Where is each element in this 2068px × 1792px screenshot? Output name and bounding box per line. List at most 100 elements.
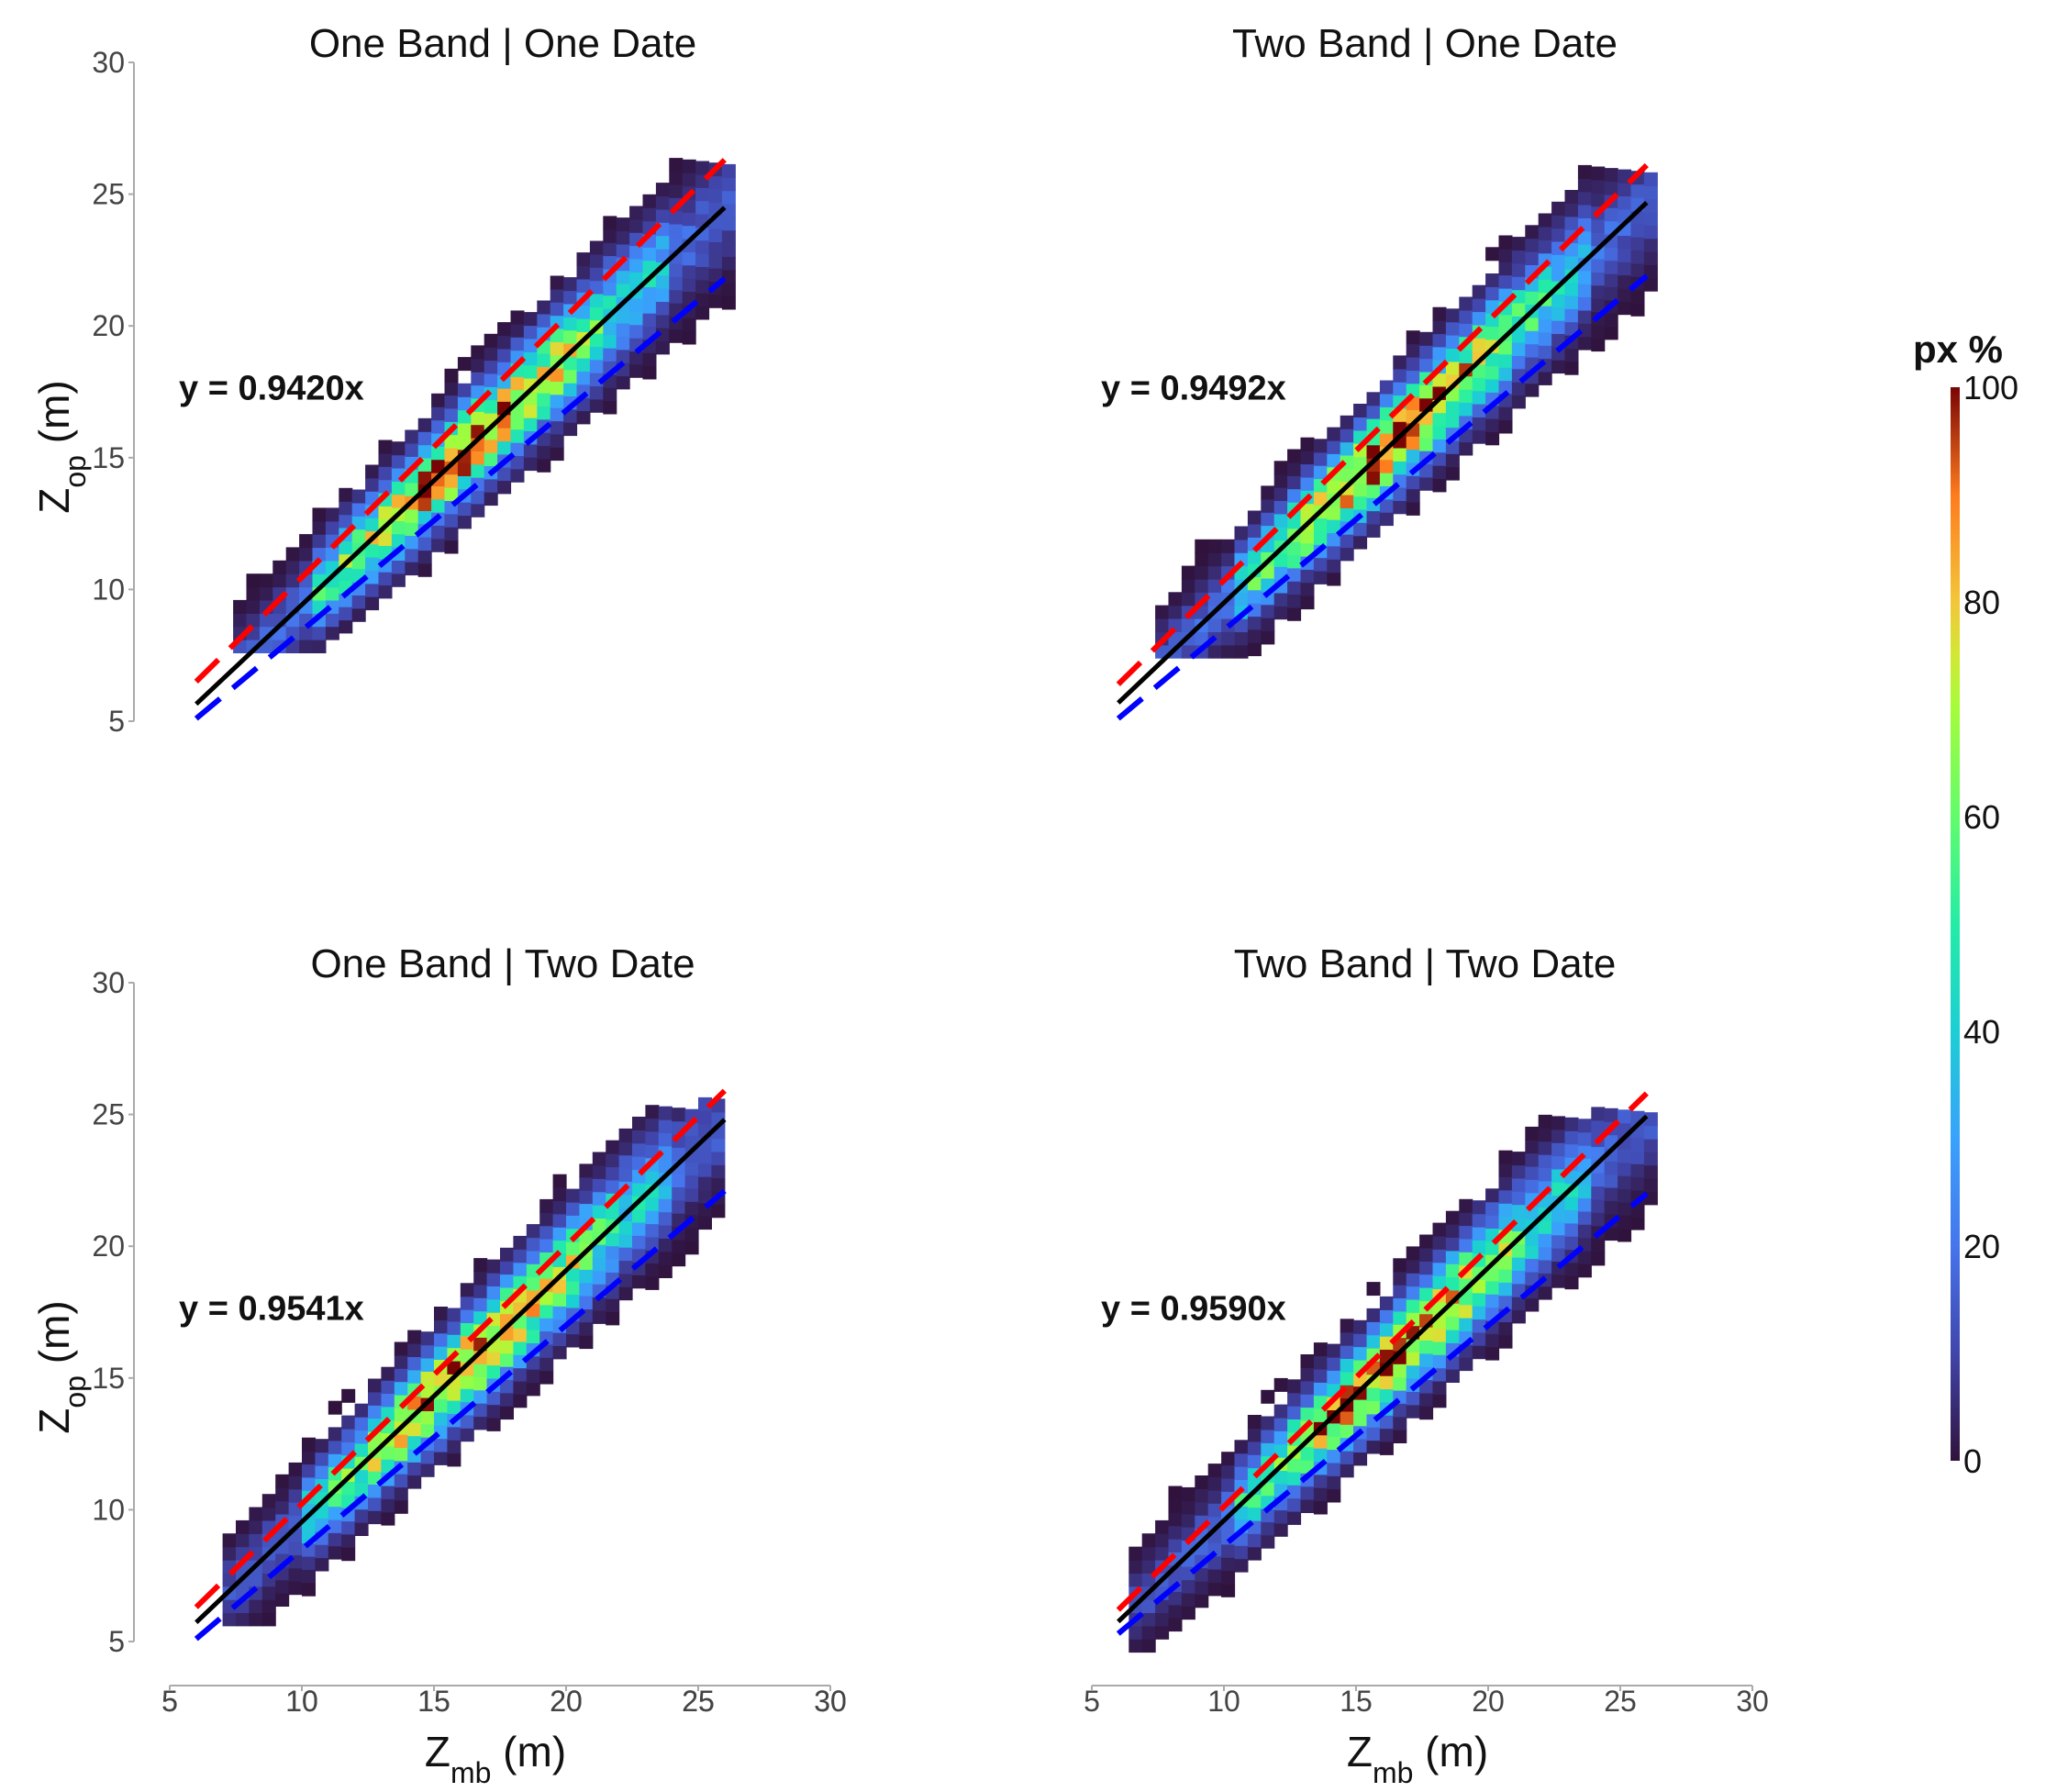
heatmap-cell — [1498, 353, 1513, 368]
heatmap-cell — [447, 1400, 461, 1414]
heatmap-cell — [1538, 331, 1552, 346]
heatmap-cell — [1498, 248, 1513, 262]
heatmap-cell — [589, 398, 604, 413]
heatmap-cell — [1472, 1213, 1486, 1228]
heatmap-cell — [526, 1330, 540, 1343]
heatmap-cell — [1287, 1458, 1302, 1473]
heatmap-cell — [434, 1307, 448, 1320]
heatmap-cell — [486, 1404, 501, 1419]
heatmap-cell — [1234, 1453, 1249, 1467]
heatmap-cell — [1511, 1177, 1526, 1192]
heatmap-cell — [233, 613, 248, 628]
heatmap-cell — [1445, 1369, 1460, 1383]
heatmap-cell — [1564, 1197, 1579, 1210]
heatmap-cell — [497, 322, 512, 337]
heatmap-cell — [1577, 1224, 1592, 1239]
heatmap-cell — [315, 1439, 329, 1453]
heatmap-cell — [1591, 324, 1606, 339]
heatmap-cell — [684, 1174, 699, 1189]
heatmap-cell — [381, 1393, 395, 1408]
heatmap-cell — [1141, 1599, 1156, 1613]
heatmap-cell — [484, 347, 498, 362]
heatmap-cell — [1129, 1546, 1143, 1561]
heatmap-cell — [447, 1453, 461, 1467]
heatmap-cell — [510, 337, 525, 351]
panel-one-band-one-date: 5 10 15 20 25 30 5 10 15 20 25 30 One Band | One Da… — [30, 21, 847, 1718]
heatmap-cell — [1472, 284, 1486, 299]
y-tick-label: 15 — [92, 441, 125, 474]
regression-equation: y = 0.9590x — [1101, 1290, 1286, 1329]
heatmap-cell — [669, 223, 684, 238]
heatmap-cell — [1353, 522, 1368, 537]
heatmap-cell — [434, 1451, 448, 1465]
heatmap-cell — [684, 1228, 699, 1241]
heatmap-cell — [645, 1118, 660, 1132]
heatmap-cell — [1445, 1316, 1460, 1330]
heatmap-cell — [1445, 321, 1460, 336]
heatmap-cell — [645, 1263, 660, 1277]
heatmap-cell — [1604, 1200, 1618, 1215]
heatmap-cell — [1498, 235, 1513, 250]
heatmap-cell — [471, 372, 485, 386]
heatmap-cell — [315, 1544, 329, 1559]
heatmap-cell — [1353, 417, 1368, 431]
heatmap-cell — [1353, 1452, 1368, 1466]
heatmap-cell — [447, 1308, 461, 1322]
heatmap-cell — [616, 336, 630, 351]
heatmap-cell — [497, 387, 512, 402]
heatmap-cell — [658, 1145, 673, 1160]
heatmap-cell — [1379, 406, 1394, 421]
heatmap-cell — [1551, 360, 1566, 374]
heatmap-cell — [606, 1298, 620, 1312]
heatmap-cell — [222, 1599, 237, 1613]
heatmap-cell — [1287, 449, 1302, 463]
heatmap-cell — [632, 1117, 646, 1130]
heatmap-cell — [460, 1414, 474, 1429]
heatmap-cell — [378, 572, 393, 586]
heatmap-cell — [655, 208, 670, 223]
heatmap-cell — [618, 1141, 633, 1156]
heatmap-cell — [645, 1223, 660, 1238]
heatmap-cell — [394, 1474, 408, 1488]
heatmap-cell — [1181, 1500, 1195, 1515]
heatmap-cell — [1445, 453, 1460, 468]
heatmap-cell — [510, 310, 525, 325]
y-tick-label: 10 — [92, 1493, 125, 1526]
heatmap-cell — [473, 1271, 488, 1286]
heatmap-cell — [632, 1182, 646, 1197]
heatmap-cell — [1419, 1234, 1434, 1249]
heatmap-cell — [603, 348, 617, 362]
heatmap-cell — [1273, 1522, 1288, 1537]
heatmap-cell — [1300, 503, 1315, 518]
heatmap-cell — [579, 1282, 594, 1297]
heatmap-cell — [368, 1391, 382, 1406]
heatmap-cell — [592, 1152, 606, 1166]
heatmap-cell — [1498, 262, 1513, 276]
heatmap-cell — [1273, 1470, 1288, 1485]
heatmap-cell — [1577, 1158, 1592, 1173]
heatmap-cell — [1181, 1579, 1195, 1594]
heatmap-cell — [1327, 480, 1341, 494]
heatmap-cell — [1247, 510, 1262, 525]
heatmap-cell — [642, 365, 657, 380]
heatmap-cell — [1393, 368, 1407, 383]
heatmap-cell — [563, 329, 578, 344]
density-heatmap — [1129, 1107, 1658, 1653]
heatmap-cell — [1313, 1368, 1328, 1383]
heatmap-cell — [312, 520, 327, 535]
heatmap-cell — [1261, 604, 1275, 618]
heatmap-cell — [1564, 348, 1579, 362]
heatmap-cell — [1630, 250, 1645, 264]
heatmap-cell — [606, 1179, 620, 1194]
heatmap-cell — [328, 1519, 342, 1533]
heatmap-cell — [1551, 1168, 1566, 1183]
heatmap-cell — [394, 1408, 408, 1422]
heatmap-cell — [1207, 578, 1222, 593]
heatmap-cell — [460, 1322, 474, 1337]
heatmap-cell — [669, 184, 684, 198]
heatmap-cell — [1538, 1219, 1552, 1234]
heatmap-cell — [299, 534, 314, 549]
heatmap-cell — [658, 1119, 673, 1134]
heatmap-cell — [457, 422, 472, 437]
